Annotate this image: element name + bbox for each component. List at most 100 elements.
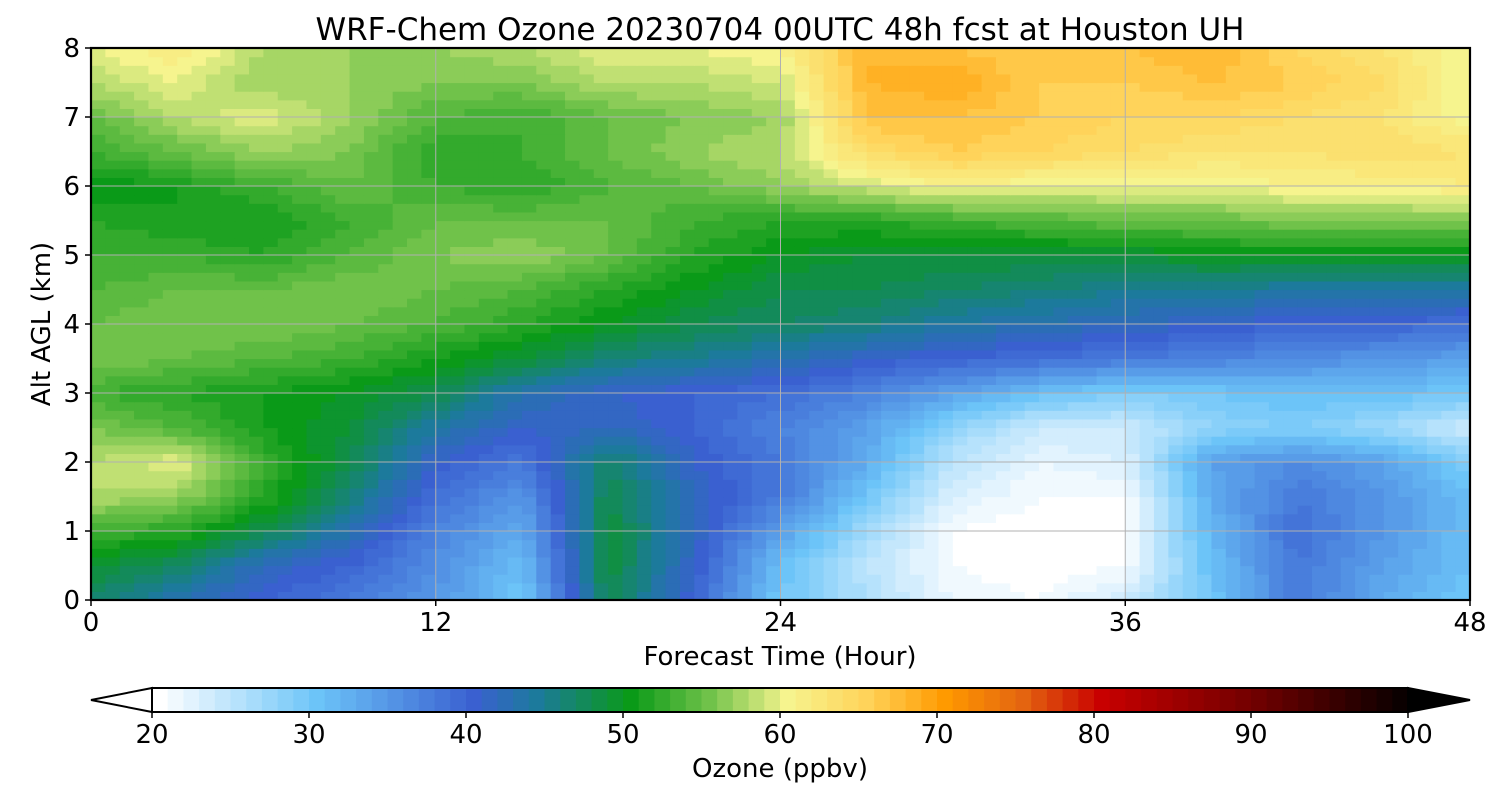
heatmap-cell [1139, 280, 1155, 291]
heatmap-cell [1125, 418, 1141, 429]
heatmap-cell [665, 436, 681, 446]
heatmap-cell [924, 393, 940, 403]
heatmap-cell [1398, 367, 1414, 377]
heatmap-cell [1254, 211, 1270, 222]
heatmap-cell [593, 393, 609, 403]
heatmap-cell [1067, 539, 1083, 549]
heatmap-cell [407, 186, 422, 196]
heatmap-cell [665, 487, 681, 498]
heatmap-cell [866, 194, 882, 204]
heatmap-cell [249, 324, 264, 334]
heatmap-cell [622, 324, 638, 334]
heatmap-cell [895, 582, 911, 592]
heatmap-cell [363, 479, 379, 489]
heatmap-cell [1398, 444, 1414, 454]
heatmap-cell [1283, 160, 1299, 170]
heatmap-cell [809, 375, 825, 385]
heatmap-cell [493, 487, 509, 498]
heatmap-cell [952, 410, 968, 420]
heatmap-cell [205, 160, 221, 170]
heatmap-cell [363, 531, 379, 541]
heatmap-cell [1082, 255, 1098, 265]
heatmap-cell [234, 531, 250, 541]
heatmap-cell [866, 401, 882, 411]
heatmap-cell [292, 582, 308, 592]
heatmap-cell [981, 255, 997, 265]
heatmap-cell [349, 393, 365, 403]
heatmap-cell [1340, 263, 1356, 273]
heatmap-cell [1326, 280, 1342, 291]
heatmap-cell [751, 565, 767, 575]
heatmap-cell [478, 280, 494, 291]
heatmap-cell [823, 168, 839, 178]
heatmap-cell [306, 418, 322, 429]
heatmap-cell [105, 237, 121, 247]
heatmap-cell [1441, 349, 1457, 360]
heatmap-cell [679, 496, 695, 506]
heatmap-cell [636, 453, 652, 463]
heatmap-cell [1039, 367, 1055, 377]
heatmap-cell [91, 186, 106, 196]
heatmap-cell [407, 160, 422, 170]
heatmap-cell [1067, 194, 1083, 204]
heatmap-cell [1211, 418, 1227, 429]
heatmap-cell [191, 479, 207, 489]
heatmap-cell [967, 401, 983, 411]
heatmap-cell [593, 436, 609, 446]
heatmap-cell [1426, 246, 1442, 256]
heatmap-cell [191, 324, 207, 334]
heatmap-cell [536, 211, 552, 222]
heatmap-cell [1283, 211, 1299, 222]
heatmap-cell [277, 496, 293, 506]
heatmap-cell [995, 522, 1011, 532]
heatmap-cell [493, 410, 509, 420]
heatmap-cell [263, 427, 279, 437]
heatmap-cell [837, 444, 853, 454]
heatmap-cell [478, 548, 494, 558]
heatmap-cell [565, 168, 580, 178]
heatmap-cell [809, 272, 825, 282]
heatmap-cell [119, 151, 135, 161]
heatmap-cell [1297, 255, 1313, 265]
heatmap-cell [119, 272, 135, 282]
heatmap-cell [450, 324, 466, 334]
heatmap-cell [421, 315, 437, 325]
heatmap-cell [751, 384, 767, 394]
heatmap-cell [119, 375, 135, 385]
heatmap-cell [1240, 367, 1256, 377]
heatmap-cell [895, 410, 911, 420]
heatmap-cell [421, 255, 437, 265]
heatmap-cell [1455, 410, 1470, 420]
heatmap-cell [1010, 384, 1026, 394]
heatmap-cell [177, 436, 193, 446]
heatmap-cell [852, 410, 868, 420]
heatmap-cell [708, 280, 724, 291]
heatmap-cell [1182, 194, 1198, 204]
heatmap-cell [622, 556, 638, 567]
heatmap-cell [837, 548, 853, 558]
heatmap-cell [234, 401, 250, 411]
heatmap-cell [1225, 418, 1241, 429]
heatmap-cell [306, 539, 322, 549]
heatmap-cell [1326, 160, 1342, 170]
heatmap-cell [1455, 203, 1470, 213]
heatmap-cell [1311, 341, 1327, 351]
heatmap-cell [1182, 582, 1198, 592]
heatmap-cell [435, 229, 451, 239]
heatmap-cell [608, 453, 624, 463]
heatmap-cell [306, 177, 322, 187]
heatmap-cell [708, 436, 724, 446]
heatmap-cell [1254, 470, 1270, 480]
heatmap-cell [177, 522, 193, 532]
heatmap-cell [1225, 315, 1241, 325]
heatmap-cell [1039, 177, 1055, 187]
heatmap-cell [191, 375, 207, 385]
heatmap-cell [1024, 479, 1040, 489]
heatmap-cell [335, 341, 351, 351]
heatmap-cell [766, 332, 782, 342]
heatmap-cell [234, 427, 250, 437]
heatmap-cell [421, 186, 437, 196]
heatmap-cell [881, 548, 897, 558]
heatmap-cell [105, 548, 121, 558]
heatmap-cell [1168, 375, 1184, 385]
